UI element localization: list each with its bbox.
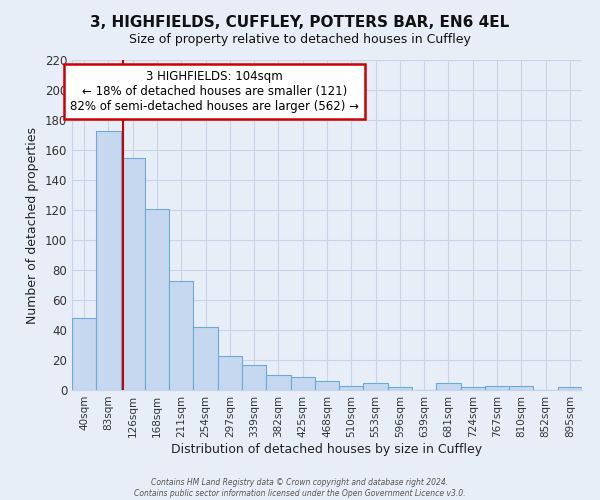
- Y-axis label: Number of detached properties: Number of detached properties: [26, 126, 39, 324]
- Text: Contains HM Land Registry data © Crown copyright and database right 2024.
Contai: Contains HM Land Registry data © Crown c…: [134, 478, 466, 498]
- Text: 3 HIGHFIELDS: 104sqm
← 18% of detached houses are smaller (121)
82% of semi-deta: 3 HIGHFIELDS: 104sqm ← 18% of detached h…: [70, 70, 359, 113]
- Bar: [193, 327, 218, 390]
- X-axis label: Distribution of detached houses by size in Cuffley: Distribution of detached houses by size …: [172, 442, 482, 456]
- Bar: [145, 208, 169, 390]
- Bar: [485, 386, 509, 390]
- Bar: [364, 382, 388, 390]
- Bar: [96, 130, 121, 390]
- Bar: [121, 158, 145, 390]
- Bar: [339, 386, 364, 390]
- Bar: [169, 280, 193, 390]
- Bar: [72, 318, 96, 390]
- Bar: [266, 375, 290, 390]
- Bar: [242, 364, 266, 390]
- Bar: [436, 382, 461, 390]
- Bar: [388, 387, 412, 390]
- Bar: [509, 386, 533, 390]
- Text: Size of property relative to detached houses in Cuffley: Size of property relative to detached ho…: [129, 32, 471, 46]
- Bar: [290, 376, 315, 390]
- Bar: [461, 387, 485, 390]
- Text: 3, HIGHFIELDS, CUFFLEY, POTTERS BAR, EN6 4EL: 3, HIGHFIELDS, CUFFLEY, POTTERS BAR, EN6…: [91, 15, 509, 30]
- Bar: [558, 387, 582, 390]
- Bar: [218, 356, 242, 390]
- Bar: [315, 381, 339, 390]
